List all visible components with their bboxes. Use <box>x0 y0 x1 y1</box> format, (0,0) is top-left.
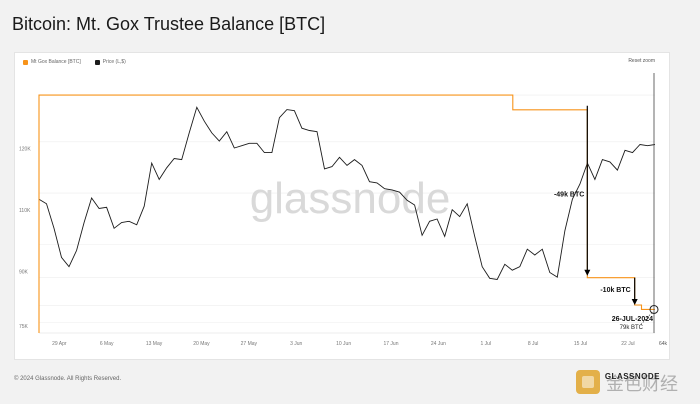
price-line <box>38 106 656 280</box>
legend-label-balance: Mt Gox Balance [BTC] <box>31 59 81 65</box>
price-series <box>38 106 656 280</box>
x-tick-label: 3 Jun <box>290 341 302 347</box>
x-tick-label: 20 May <box>193 341 210 347</box>
x-tick-label: 10 Jun <box>336 341 351 347</box>
y-tick-label: 120K <box>19 147 31 153</box>
legend-item-price[interactable]: Price (L,$) <box>94 59 126 65</box>
chart-svg: glassnode 120K 110K 90K 75K 29 Apr 6 May 13 M… <box>19 73 668 347</box>
annotation-date-label: 26-JUL-2024 <box>612 316 653 323</box>
page-title: Bitcoin: Mt. Gox Trustee Balance [BTC] <box>12 14 326 34</box>
annotation-arrowhead-10k <box>631 299 638 306</box>
x-tick-label: 29 Apr <box>52 341 67 347</box>
annotation-label-49k: -49k BTC <box>554 191 584 198</box>
legend-swatch-balance <box>23 59 28 65</box>
x-tick-label: 27 May <box>241 341 258 347</box>
chart-panel: Mt Gox Balance [BTC] Price (L,$) Reset z… <box>14 52 670 360</box>
jinse-text: 金色财经 <box>606 374 678 395</box>
annotation-arrowhead-49k <box>584 269 591 276</box>
x-tick-label: 6 May <box>100 341 114 347</box>
x-tick-label: 17 Jun <box>383 341 398 347</box>
annotations: -49k BTC -10k BTC 26-JUL-2024 79k BTC 64k <box>554 73 668 347</box>
legend-label-price: Price (L,$) <box>102 59 126 65</box>
jinse-logo-inner <box>582 376 594 388</box>
glassnode-logo-text: glassnode <box>604 372 660 381</box>
x-axis: 29 Apr 6 May 13 May 20 May 27 May 3 Jun 10 Jun… <box>39 332 655 347</box>
jinse-watermark: 金色财经 <box>576 370 678 395</box>
legend-swatch-price <box>94 59 100 65</box>
x-tick-label: 22 Jul <box>621 341 634 347</box>
y-tick-label: 90K <box>19 270 29 276</box>
x-tick-label: 8 Jul <box>528 341 539 347</box>
reset-zoom-button[interactable]: Reset zoom <box>628 58 655 64</box>
watermark-text: glassnode <box>250 174 451 223</box>
annotation-value-label: 79k BTC <box>620 325 644 331</box>
x-tick-label: 15 Jul <box>574 341 587 347</box>
legend-item-balance[interactable]: Mt Gox Balance [BTC] <box>23 59 81 65</box>
glassnode-logo: glassnode <box>605 372 660 381</box>
x-tick-label: 24 Jun <box>431 341 446 347</box>
right-axis-end-label: 64k <box>659 341 668 347</box>
annotation-label-10k: -10k BTC <box>600 287 630 294</box>
y-tick-label: 110K <box>19 208 31 214</box>
y-axis-left: 120K 110K 90K 75K <box>19 147 31 330</box>
x-tick-label: 1 Jul <box>480 341 491 347</box>
chart-legend: Mt Gox Balance [BTC] Price (L,$) <box>23 59 126 65</box>
y-tick-label: 75K <box>19 324 29 330</box>
x-tick-label: 13 May <box>146 341 163 347</box>
final-point-marker <box>649 304 659 314</box>
copyright-text: © 2024 Glassnode. All Rights Reserved. <box>14 376 122 382</box>
